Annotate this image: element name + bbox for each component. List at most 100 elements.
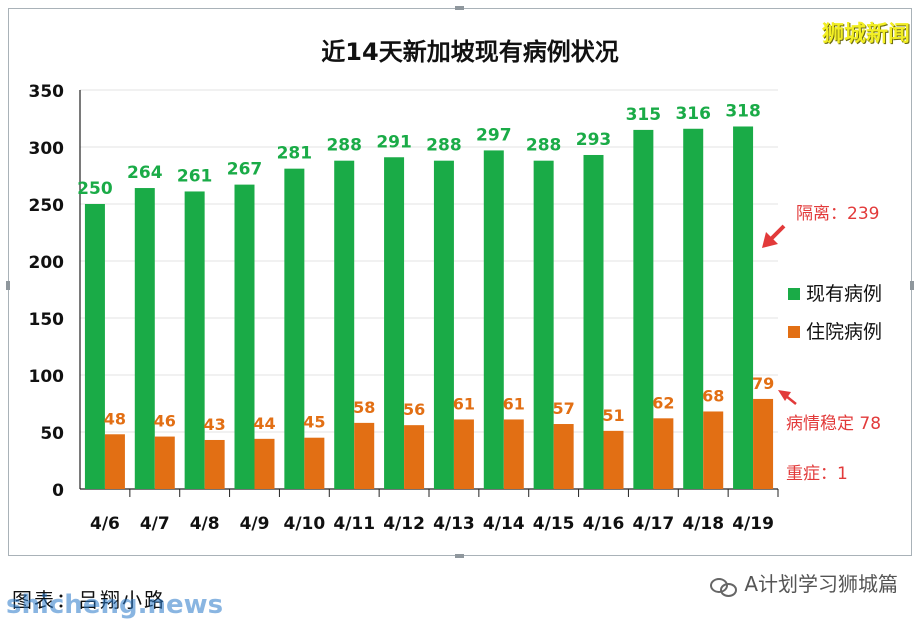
bar-current-cases	[384, 157, 405, 489]
y-tick-label: 350	[29, 82, 65, 102]
site-watermark: shicheng.news	[6, 590, 224, 620]
bar-current-cases	[334, 160, 355, 489]
x-tick-label: 4/15	[533, 514, 575, 534]
y-tick-label: 50	[40, 424, 64, 444]
data-label: 45	[303, 413, 325, 432]
bar-hospitalised	[653, 418, 674, 489]
bar-current-cases	[683, 128, 704, 489]
x-tick-label: 4/17	[633, 514, 675, 534]
data-label: 61	[503, 394, 525, 413]
data-label: 293	[576, 130, 612, 150]
bar-current-cases	[433, 160, 454, 489]
legend-label: 住院病例	[806, 321, 882, 343]
data-label: 56	[403, 400, 425, 419]
bar-hospitalised	[753, 398, 774, 489]
data-label: 48	[104, 409, 126, 428]
bar-hospitalised	[453, 419, 474, 489]
x-tick-label: 4/7	[140, 514, 170, 534]
x-tick-label: 4/16	[583, 514, 625, 534]
data-label: 79	[752, 374, 774, 393]
arrow-stable-head	[778, 390, 791, 401]
bar-current-cases	[633, 129, 654, 489]
y-tick-label: 200	[29, 253, 65, 273]
data-label: 297	[476, 125, 512, 145]
bar-hospitalised	[204, 439, 225, 489]
annotation-isolation: 隔离：239	[796, 204, 879, 224]
data-label: 318	[725, 101, 761, 121]
x-tick-label: 4/11	[333, 514, 375, 534]
watermark-logo-text: 狮城新闻	[821, 22, 910, 47]
y-tick-label: 0	[52, 481, 64, 501]
bar-current-cases	[184, 191, 205, 489]
data-label: 61	[453, 394, 475, 413]
data-label: 267	[227, 160, 263, 180]
legend-swatch	[788, 288, 800, 300]
bar-hospitalised	[503, 419, 524, 489]
annotation-severe: 重症：1	[786, 464, 848, 484]
y-tick-label: 300	[29, 139, 65, 159]
arrow-stable	[785, 395, 797, 405]
x-tick-label: 4/8	[190, 514, 220, 534]
data-label: 291	[376, 132, 412, 152]
wechat-icon	[710, 576, 740, 597]
bar-hospitalised	[354, 422, 375, 489]
bar-current-cases	[234, 184, 255, 489]
x-tick-label: 4/13	[433, 514, 475, 534]
legend-swatch	[788, 326, 800, 338]
legend-label: 现有病例	[806, 283, 882, 305]
data-label: 44	[253, 414, 275, 433]
bar-current-cases	[583, 154, 604, 490]
y-tick-label: 150	[29, 310, 65, 330]
bar-hospitalised	[154, 436, 175, 489]
arrow-isolation-head	[762, 232, 778, 248]
data-label: 281	[277, 144, 313, 164]
account-name: A计划学习狮城篇	[710, 568, 898, 597]
account-label: A计划学习狮城篇	[744, 572, 898, 596]
x-tick-label: 4/12	[383, 514, 425, 534]
resize-handle[interactable]	[455, 554, 464, 558]
data-label: 57	[553, 399, 575, 418]
data-label: 51	[602, 406, 624, 425]
bar-current-cases	[483, 150, 504, 490]
bar-current-cases	[533, 160, 554, 489]
x-tick-label: 4/6	[90, 514, 120, 534]
x-tick-label: 4/9	[240, 514, 270, 534]
bar-hospitalised	[254, 438, 275, 489]
bar-current-cases	[284, 168, 305, 489]
annotation-stable: 病情稳定 78	[786, 414, 881, 434]
data-label: 62	[652, 393, 674, 412]
image-caption: 图表：吕翔小路	[12, 588, 166, 612]
bar-hospitalised	[603, 430, 624, 489]
bar-current-cases	[84, 204, 105, 489]
resize-handle[interactable]	[455, 6, 464, 10]
data-label: 264	[127, 163, 163, 183]
bar-current-cases	[733, 126, 754, 489]
resize-handle[interactable]	[910, 281, 914, 290]
y-tick-label: 100	[29, 367, 65, 387]
data-label: 288	[526, 136, 562, 156]
data-label: 250	[77, 179, 113, 199]
bar-hospitalised	[404, 425, 425, 489]
bar-hospitalised	[703, 411, 724, 489]
resize-handle[interactable]	[6, 281, 10, 290]
x-tick-label: 4/18	[682, 514, 724, 534]
x-tick-label: 4/19	[732, 514, 774, 534]
bar-hospitalised	[553, 424, 574, 489]
bar-hospitalised	[304, 437, 325, 489]
bar-chart: 近14天新加坡现有病例状况 0 50 100 150 200 250 300 350 4/6 2…	[29, 38, 883, 534]
x-tick-label: 4/10	[284, 514, 326, 534]
y-tick-label: 250	[29, 196, 65, 216]
data-label: 288	[426, 136, 462, 156]
data-label: 315	[626, 105, 662, 125]
data-label: 288	[326, 136, 362, 156]
data-label: 68	[702, 386, 724, 405]
chart-title: 近14天新加坡现有病例状况	[321, 38, 618, 66]
data-label: 316	[675, 104, 711, 124]
data-label: 58	[353, 398, 375, 417]
x-tick-label: 4/14	[483, 514, 525, 534]
bar-hospitalised	[104, 434, 125, 489]
data-label: 46	[154, 412, 176, 431]
arrow-isolation	[768, 224, 786, 242]
data-label: 261	[177, 166, 213, 186]
data-label: 43	[204, 415, 226, 434]
